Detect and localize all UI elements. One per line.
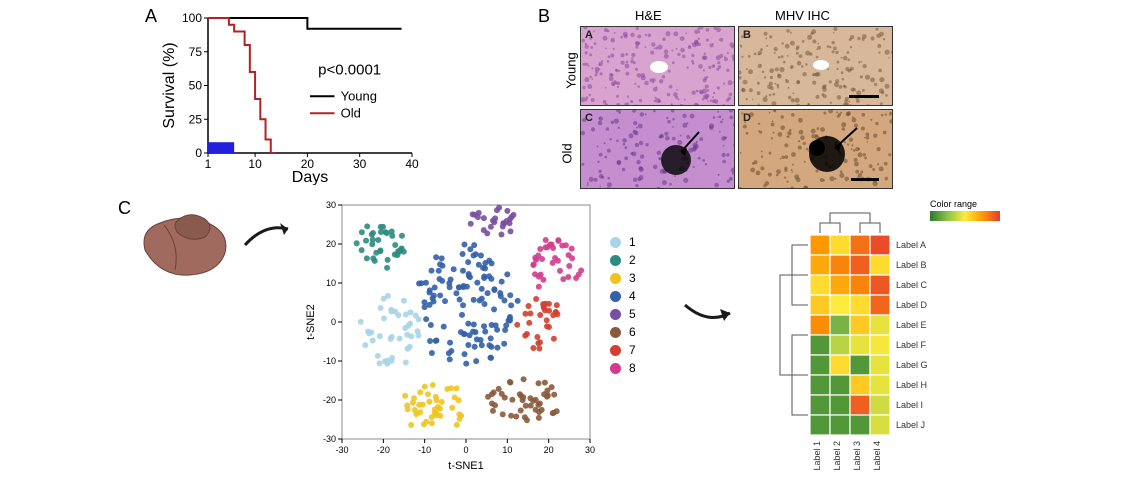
- micro-label: C: [585, 112, 593, 124]
- histo-col-ihc: MHV IHC: [775, 8, 830, 23]
- legend-item: 6: [610, 325, 636, 339]
- legend-item: 7: [610, 343, 636, 357]
- svg-text:0: 0: [463, 445, 468, 455]
- legend-label: 7: [629, 343, 636, 357]
- legend-label: 1: [629, 235, 636, 249]
- legend-item: 8: [610, 361, 636, 375]
- svg-text:Label D: Label D: [896, 300, 928, 310]
- svg-text:Label F: Label F: [896, 340, 927, 350]
- svg-text:Young: Young: [341, 88, 377, 103]
- legend-item: 2: [610, 253, 636, 267]
- svg-text:30: 30: [585, 445, 595, 455]
- histo-cell-old-he: C: [580, 109, 735, 189]
- legend-label: 2: [629, 253, 636, 267]
- legend-item: 5: [610, 307, 636, 321]
- svg-text:75: 75: [189, 45, 203, 59]
- legend-dot-icon: [610, 237, 621, 248]
- histo-cell-young-he: A: [580, 26, 735, 106]
- legend-item: 4: [610, 289, 636, 303]
- heatmap: Color range Label A Label B Label C Label D L…: [750, 195, 1050, 475]
- panel-c-workflow: -30-30 -20 -20 -10 -10 0 0 10 10 20 20 30 30 t-SNE2 t-…: [130, 195, 1030, 495]
- panel-a-survival-chart: 0255075100110203040Survival (%)Daysp<0.0…: [160, 10, 420, 185]
- svg-text:Label G: Label G: [896, 360, 928, 370]
- svg-text:Label A: Label A: [896, 240, 926, 250]
- micro-label: A: [585, 29, 593, 41]
- svg-text:Label E: Label E: [896, 320, 927, 330]
- svg-text:10: 10: [326, 278, 336, 288]
- svg-text:Label I: Label I: [896, 400, 923, 410]
- svg-text:0: 0: [195, 146, 202, 160]
- legend-dot-icon: [610, 273, 621, 284]
- histo-grid: A B C D: [580, 26, 893, 189]
- svg-text:50: 50: [189, 79, 203, 93]
- svg-text:Label 1: Label 1: [812, 441, 822, 471]
- svg-text:Label C: Label C: [896, 280, 928, 290]
- legend-dot-icon: [610, 309, 621, 320]
- panel-b-histology: H&E MHV IHC Young Old A B C D: [555, 8, 885, 183]
- svg-text:30: 30: [326, 200, 336, 210]
- histo-row-old: Old: [560, 143, 575, 163]
- legend-label: 8: [629, 361, 636, 375]
- survival-svg: 0255075100110203040Survival (%)Daysp<0.0…: [160, 10, 420, 185]
- legend-dot-icon: [610, 291, 621, 302]
- svg-text:-20: -20: [377, 445, 390, 455]
- tsne-scatter: -30-30 -20 -20 -10 -10 0 0 10 10 20 20 30 30 t-SNE2 t-…: [300, 195, 600, 475]
- svg-text:40: 40: [405, 157, 419, 171]
- micro-label: D: [743, 112, 751, 124]
- legend-label: 6: [629, 325, 636, 339]
- svg-text:1: 1: [205, 157, 212, 171]
- svg-text:Label 4: Label 4: [872, 441, 882, 471]
- svg-text:Survival (%): Survival (%): [161, 42, 178, 128]
- histo-col-he: H&E: [635, 8, 662, 23]
- legend-item: 1: [610, 235, 636, 249]
- arrow-icon: [680, 295, 740, 335]
- arrow-icon: [240, 215, 300, 255]
- svg-text:Label J: Label J: [896, 420, 925, 430]
- tsne-svg: -30-30 -20 -20 -10 -10 0 0 10 10 20 20 30 30 t-SNE2 t-…: [300, 195, 600, 475]
- legend-dot-icon: [610, 363, 621, 374]
- svg-text:t-SNE1: t-SNE1: [448, 460, 483, 472]
- svg-text:30: 30: [353, 157, 367, 171]
- svg-text:-10: -10: [323, 356, 336, 366]
- histo-cell-old-ihc: D: [738, 109, 893, 189]
- micro-label: B: [743, 29, 751, 41]
- svg-text:20: 20: [544, 445, 554, 455]
- svg-text:-30: -30: [323, 434, 336, 444]
- svg-text:-20: -20: [323, 395, 336, 405]
- panel-label-b: B: [538, 6, 550, 27]
- svg-text:Old: Old: [341, 105, 361, 120]
- legend-label: 5: [629, 307, 636, 321]
- svg-text:Label 2: Label 2: [832, 441, 842, 471]
- histo-cell-young-ihc: B: [738, 26, 893, 106]
- svg-text:100: 100: [182, 11, 202, 25]
- legend-dot-icon: [610, 345, 621, 356]
- svg-text:-10: -10: [418, 445, 431, 455]
- legend-label: 3: [629, 271, 636, 285]
- histo-row-young: Young: [564, 52, 579, 88]
- svg-text:20: 20: [326, 239, 336, 249]
- svg-text:Days: Days: [292, 169, 328, 185]
- legend-dot-icon: [610, 255, 621, 266]
- svg-text:0: 0: [331, 317, 336, 327]
- heatmap-svg: Color range Label A Label B Label C Label D L…: [750, 195, 1050, 475]
- svg-text:t-SNE2: t-SNE2: [305, 304, 317, 339]
- svg-text:10: 10: [248, 157, 262, 171]
- legend-dot-icon: [610, 327, 621, 338]
- liver-icon: [130, 205, 240, 285]
- svg-text:Label B: Label B: [896, 260, 927, 270]
- svg-text:Color range: Color range: [930, 199, 977, 209]
- svg-text:Label 3: Label 3: [852, 441, 862, 471]
- svg-text:p<0.0001: p<0.0001: [318, 62, 381, 79]
- svg-text:10: 10: [502, 445, 512, 455]
- svg-text:25: 25: [189, 112, 203, 126]
- svg-text:-30: -30: [335, 445, 348, 455]
- panel-label-a: A: [145, 6, 157, 27]
- tsne-legend: 1 2 3 4 5 6 7 8: [610, 235, 636, 379]
- legend-label: 4: [629, 289, 636, 303]
- svg-text:Label H: Label H: [896, 380, 927, 390]
- legend-item: 3: [610, 271, 636, 285]
